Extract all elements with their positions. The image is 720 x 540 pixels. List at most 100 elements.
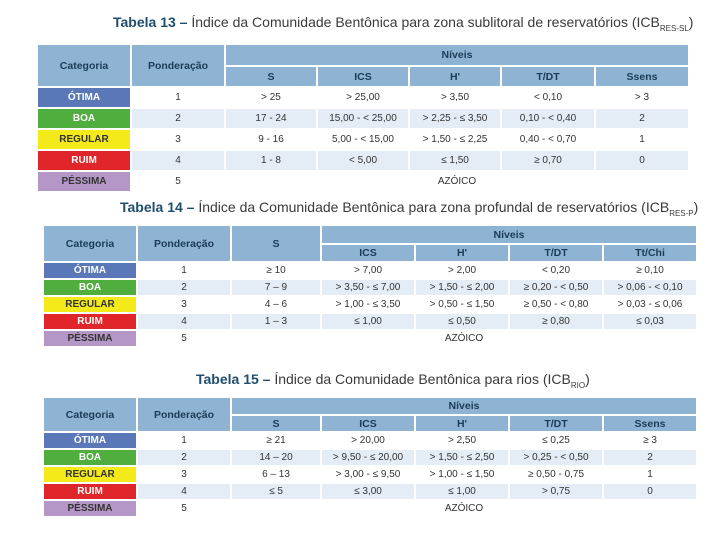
value-cell: 14 – 20 (232, 450, 320, 465)
value-cell: 1 – 3 (232, 314, 320, 329)
ponderacao-cell: 5 (138, 331, 230, 346)
value-cell: ≥ 0,10 (604, 263, 696, 278)
table15-title: Tabela 15 – Índice da Comunidade Bentôni… (196, 371, 590, 390)
value-cell: 7 – 9 (232, 280, 320, 295)
value-cell: ≤ 0,50 (416, 314, 508, 329)
table13-title-text: Índice da Comunidade Bentônica para zona… (187, 14, 660, 30)
value-cell: ≥ 10 (232, 263, 320, 278)
table15: Categoria Ponderação Níveis S ICS H' T/D… (42, 396, 698, 518)
value-cell: 0 (604, 484, 697, 499)
value-cell: > 1,50 - ≤ 2,50 (416, 450, 508, 465)
value-cell: > 20,00 (322, 433, 414, 448)
value-cell: > 25,00 (318, 88, 408, 107)
table-row: BOA 2 14 – 20 > 9,50 - ≤ 20,00 > 1,50 - … (44, 450, 697, 465)
table14-title-label: Tabela 14 – (120, 199, 195, 215)
table13-header-h: H' (410, 67, 500, 86)
ponderacao-cell: 2 (132, 109, 224, 128)
value-cell: ≥ 3 (604, 433, 697, 448)
value-cell: > 25 (226, 88, 316, 107)
value-cell: > 1,00 - ≤ 1,50 (416, 467, 508, 482)
category-regular: REGULAR (44, 467, 136, 482)
value-cell: > 2,00 (416, 263, 508, 278)
table15-header-ics: ICS (322, 416, 414, 431)
table13-header-niveis: Níveis (226, 45, 689, 65)
value-cell: > 0,03 - ≤ 0,06 (604, 297, 696, 312)
table-row: REGULAR 3 4 – 6 > 1,00 - ≤ 3,50 > 0,50 -… (44, 297, 696, 312)
value-cell: ≤ 0,03 (604, 314, 696, 329)
table-row: RUIM 4 1 – 3 ≤ 1,00 ≤ 0,50 ≥ 0,80 ≤ 0,03 (44, 314, 696, 329)
value-cell: ≤ 1,00 (322, 314, 414, 329)
table14-header-ponderacao: Ponderação (138, 226, 230, 261)
table14-header-categoria: Categoria (44, 226, 136, 261)
value-cell: > 7,00 (322, 263, 414, 278)
table14-title-end: ) (693, 199, 699, 215)
category-ruim: RUIM (44, 484, 136, 499)
table15-header-ponderacao: Ponderação (138, 398, 230, 431)
table13-header-ssens: Ssens (596, 67, 689, 86)
table14-header-ttchi: Tt/Chi (604, 245, 696, 261)
value-cell: > 9,50 - ≤ 20,00 (322, 450, 414, 465)
value-cell: > 1,50 - ≤ 2,00 (416, 280, 508, 295)
value-cell: ≥ 0,80 (510, 314, 602, 329)
table-row: PÉSSIMA 5 AZÓICO (44, 501, 697, 516)
value-cell: > 3,50 - ≤ 7,00 (322, 280, 414, 295)
table-row: ÓTIMA 1 ≥ 21 > 20,00 > 2,50 ≤ 0,25 ≥ 3 (44, 433, 697, 448)
table15-header-h: H' (416, 416, 508, 431)
category-ruim: RUIM (44, 314, 136, 329)
table15-header-niveis: Níveis (232, 398, 697, 414)
table-row: RUIM 4 ≤ 5 ≤ 3,00 ≤ 1,00 > 0,75 0 (44, 484, 697, 499)
ponderacao-cell: 5 (132, 172, 224, 191)
table15-header-tdt: T/DT (510, 416, 602, 431)
value-cell: 0,10 - < 0,40 (502, 109, 594, 128)
table15-title-text: Índice da Comunidade Bentônica para rios… (270, 371, 571, 387)
ponderacao-cell: 1 (132, 88, 224, 107)
ponderacao-cell: 2 (138, 280, 230, 295)
value-cell: 2 (596, 109, 689, 128)
table13-header-ics: ICS (318, 67, 408, 86)
table15-title-end: ) (585, 371, 590, 387)
value-cell: 17 - 24 (226, 109, 316, 128)
table15-title-label: Tabela 15 – (196, 371, 271, 387)
table-row: PÉSSIMA 5 AZÓICO (38, 172, 689, 191)
value-cell: ≥ 0,70 (502, 151, 594, 170)
value-cell: ≥ 0,50 - < 0,80 (510, 297, 602, 312)
category-pessima: PÉSSIMA (38, 172, 130, 191)
azoico-cell: AZÓICO (232, 331, 696, 346)
table13-header-tdt: T/DT (502, 67, 594, 86)
category-regular: REGULAR (38, 130, 130, 149)
table-row: BOA 2 17 - 24 15,00 - < 25,00 > 2,25 - ≤… (38, 109, 689, 128)
ponderacao-cell: 2 (138, 450, 230, 465)
table14-title: Tabela 14 – Índice da Comunidade Bentôni… (120, 199, 698, 218)
table13-title-end: ) (688, 14, 694, 30)
table15-header-categoria: Categoria (44, 398, 136, 431)
category-boa: BOA (44, 280, 136, 295)
table-row: REGULAR 3 9 - 16 5,00 - < 15,00 > 1,50 -… (38, 130, 689, 149)
table15-title-sub: RIO (570, 380, 586, 390)
value-cell: ≥ 0,20 - < 0,50 (510, 280, 602, 295)
value-cell: 1 (596, 130, 689, 149)
table-row: BOA 2 7 – 9 > 3,50 - ≤ 7,00 > 1,50 - ≤ 2… (44, 280, 696, 295)
value-cell: > 0,06 - < 0,10 (604, 280, 696, 295)
ponderacao-cell: 3 (138, 297, 230, 312)
table-row: PÉSSIMA 5 AZÓICO (44, 331, 696, 346)
value-cell: < 0,10 (502, 88, 594, 107)
value-cell: < 5,00 (318, 151, 408, 170)
value-cell: ≤ 1,00 (416, 484, 508, 499)
value-cell: 4 – 6 (232, 297, 320, 312)
table14-header-niveis: Níveis (322, 226, 696, 243)
table13-title-sub: RES-SL (659, 23, 689, 33)
value-cell: 0 (596, 151, 689, 170)
table14: Categoria Ponderação S Níveis ICS H' T/D… (42, 224, 698, 348)
table13-header-ponderacao: Ponderação (132, 45, 224, 86)
category-boa: BOA (44, 450, 136, 465)
value-cell: 2 (604, 450, 697, 465)
ponderacao-cell: 5 (138, 501, 230, 516)
value-cell: 1 (604, 467, 697, 482)
table13-header-s: S (226, 67, 316, 86)
table13-header-categoria: Categoria (38, 45, 130, 86)
value-cell: 5,00 - < 15,00 (318, 130, 408, 149)
table14-header-ics: ICS (322, 245, 414, 261)
ponderacao-cell: 4 (138, 314, 230, 329)
category-otima: ÓTIMA (44, 263, 136, 278)
table14-header-s: S (232, 226, 320, 261)
